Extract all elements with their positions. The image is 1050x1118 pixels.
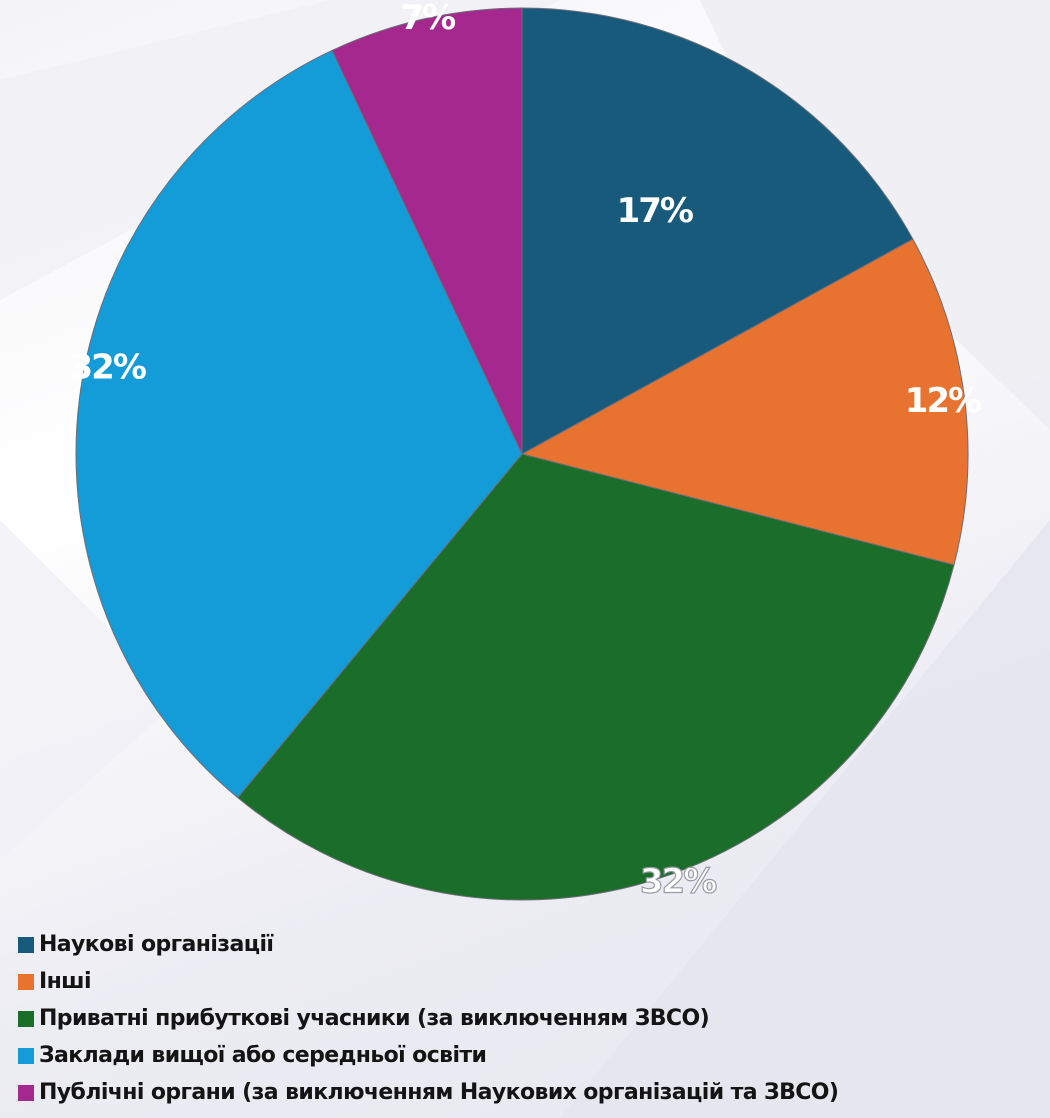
slice-label: 32%	[640, 862, 716, 902]
slice-label: 32%	[70, 348, 146, 388]
legend-label: Приватні прибуткові учасники (за виключе…	[39, 1006, 710, 1031]
legend-label: Інші	[39, 969, 92, 994]
pie-slice	[331, 7, 523, 455]
slice-label: 17%	[617, 191, 693, 231]
legend-item: Приватні прибуткові учасники (за виключе…	[18, 1000, 838, 1037]
pie-labels: 17% 12% 32% 32% 7%	[70, 0, 984, 902]
legend-swatch	[18, 1010, 34, 1027]
legend-swatch	[18, 936, 34, 953]
pie-slices	[75, 7, 969, 901]
legend-label: Публічні органи (за виключенням Наукових…	[39, 1080, 839, 1105]
legend-item: Наукові організації	[18, 926, 838, 963]
pie-slice	[75, 49, 523, 799]
legend-swatch	[18, 1047, 34, 1064]
legend-item: Інші	[18, 963, 838, 1000]
legend-swatch	[18, 973, 34, 990]
legend-item: Заклади вищої або середньої освіти	[18, 1037, 838, 1074]
pie-slice	[520, 238, 969, 566]
chart-legend: Наукові організації Інші Приватні прибутко…	[18, 926, 839, 1111]
slice-label: 12%	[905, 381, 981, 421]
legend-item: Публічні органи (за виключенням Наукових…	[18, 1074, 839, 1111]
pie-slice	[521, 7, 914, 455]
legend-label: Наукові організації	[39, 932, 274, 957]
legend-label: Заклади вищої або середньої освіти	[39, 1043, 487, 1068]
pie-chart: 17% 12% 32% 32% 7%	[70, 0, 984, 903]
pie-slice	[237, 453, 955, 901]
legend-swatch	[18, 1084, 34, 1101]
slice-label: 7%	[400, 0, 455, 38]
